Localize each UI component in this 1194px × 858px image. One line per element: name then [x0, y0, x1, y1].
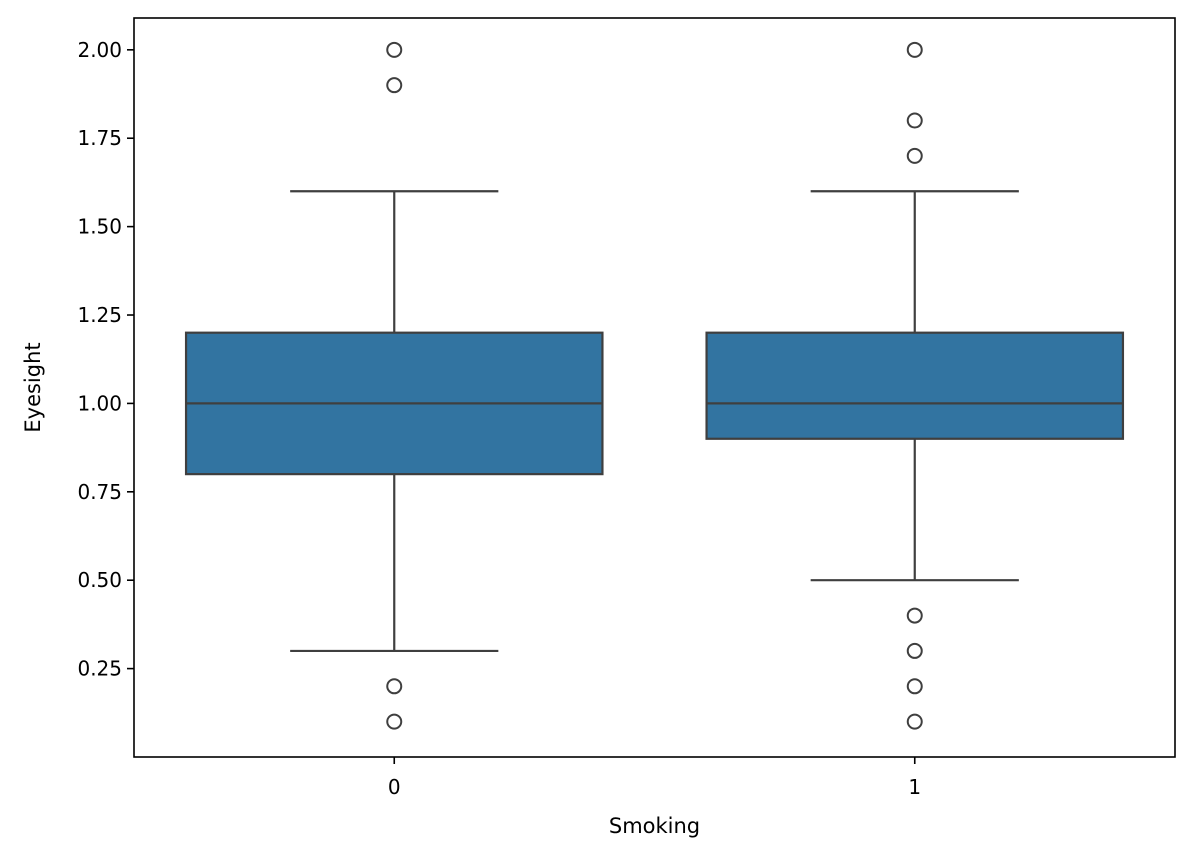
iqr-box: [705, 331, 1125, 440]
y-tick-label: 0.25: [77, 657, 122, 681]
outlier-point: [906, 41, 923, 58]
outlier-point: [386, 713, 403, 730]
axes: 0.25 0.50 0.75 1.00 1.25 1.50 1.75 2.00 0 1: [77, 17, 1176, 799]
y-tick-label: 1.75: [77, 126, 122, 150]
box-group-1: [705, 41, 1125, 730]
x-tick-label: 0: [388, 775, 401, 799]
outlier-point: [386, 678, 403, 695]
y-tick-label: 1.50: [77, 215, 122, 239]
y-tick-label: 1.25: [77, 303, 122, 327]
plot-area: [184, 41, 1125, 730]
y-axis-label: Eyesight: [21, 342, 45, 432]
outlier-point: [906, 147, 923, 164]
outlier-point: [906, 607, 923, 624]
axes-frame: [133, 17, 1176, 758]
x-axis-label: Smoking: [609, 814, 700, 838]
outlier-point: [386, 77, 403, 94]
outlier-point: [906, 112, 923, 129]
outlier-point: [906, 678, 923, 695]
outlier-point: [906, 642, 923, 659]
y-tick-label: 0.50: [77, 568, 122, 592]
box-group-0: [184, 41, 604, 730]
outlier-point: [906, 713, 923, 730]
y-tick-label: 1.00: [77, 391, 122, 415]
y-tick-label: 2.00: [77, 38, 122, 62]
x-tick-label: 1: [908, 775, 921, 799]
outlier-point: [386, 41, 403, 58]
y-tick-label: 0.75: [77, 480, 122, 504]
